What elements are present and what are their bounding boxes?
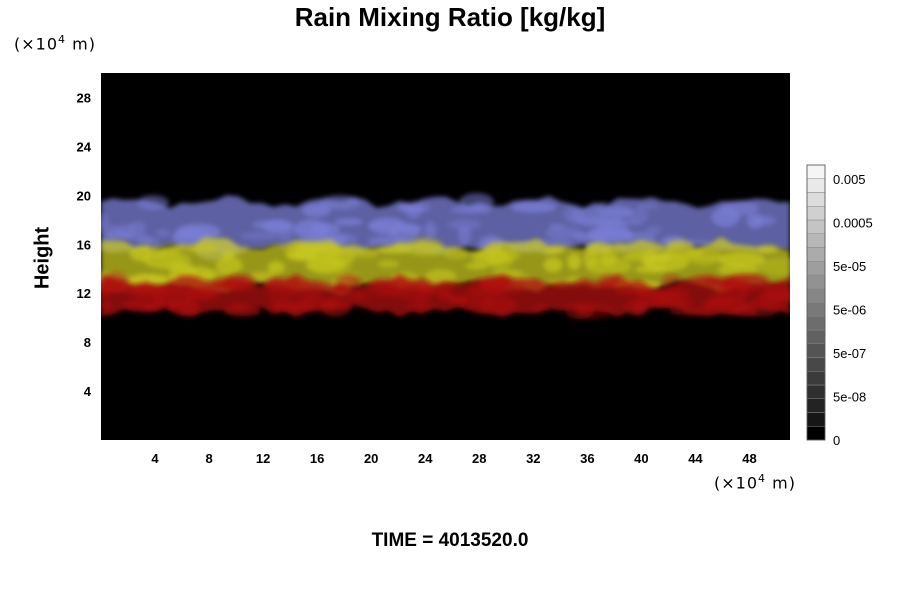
colorbar-tick-label: 0.0005 xyxy=(833,216,873,231)
colorbar-tick-label: 0 xyxy=(833,433,840,448)
x-tick-label: 20 xyxy=(364,451,378,466)
colorbar-cell xyxy=(806,426,826,441)
colorbar-cell xyxy=(806,371,826,386)
colorbar-cell xyxy=(806,316,826,331)
colorbar-cell xyxy=(806,357,826,372)
y-tick-label: 4 xyxy=(84,384,92,399)
colorbar-cell xyxy=(806,329,826,344)
x-tick-label: 12 xyxy=(256,451,270,466)
x-tick-label: 44 xyxy=(688,451,703,466)
colorbar-cell xyxy=(806,274,826,289)
y-tick-label: 24 xyxy=(77,139,92,154)
x-tick-label: 24 xyxy=(418,451,433,466)
x-tick-label: 36 xyxy=(580,451,594,466)
time-label: TIME = 4013520.0 xyxy=(371,530,529,551)
colorbar-cell xyxy=(806,178,826,193)
colorbar-cell xyxy=(806,233,826,248)
y-tick-label: 28 xyxy=(77,90,91,105)
colorbar-cell xyxy=(806,219,826,234)
x-tick-label: 4 xyxy=(151,451,159,466)
x-tick-label: 48 xyxy=(742,451,756,466)
x-tick-label: 40 xyxy=(634,451,648,466)
colorbar-cell xyxy=(806,206,826,221)
x-unit-label: (×104 m) xyxy=(714,472,796,493)
y-tick-label: 20 xyxy=(77,188,91,203)
y-unit-label: (×104 m) xyxy=(14,33,96,54)
colorbar-tick-label: 5e-07 xyxy=(833,346,866,361)
colorbar-cell xyxy=(806,302,826,317)
y-tick-label: 12 xyxy=(77,286,91,301)
colorbar-cell xyxy=(806,164,826,179)
chart-title: Rain Mixing Ratio [kg/kg] xyxy=(294,2,606,32)
colorbar-tick-label: 0.005 xyxy=(833,172,866,187)
x-tick-label: 16 xyxy=(310,451,324,466)
colorbar-cell xyxy=(806,192,826,207)
colorbar-cell xyxy=(806,384,826,399)
x-tick-label: 8 xyxy=(205,451,212,466)
colorbar-cell xyxy=(806,343,826,358)
data-layer-band xyxy=(101,271,790,320)
colorbar-cell xyxy=(806,398,826,413)
colorbar-cell xyxy=(806,288,826,303)
y-tick-label: 16 xyxy=(77,237,91,252)
colorbar: 0.005 0.0005 5e-05 5e-06 5e-07 5e-08 0 xyxy=(806,164,873,448)
colorbar-cell xyxy=(806,412,826,427)
colorbar-cell xyxy=(806,261,826,276)
x-tick-label: 32 xyxy=(526,451,540,466)
colorbar-tick-label: 5e-08 xyxy=(833,390,866,405)
y-tick-label: 8 xyxy=(84,335,91,350)
colorbar-tick-label: 5e-05 xyxy=(833,259,866,274)
colorbar-tick-label: 5e-06 xyxy=(833,303,866,318)
colorbar-cell xyxy=(806,247,826,262)
x-tick-label: 28 xyxy=(472,451,486,466)
